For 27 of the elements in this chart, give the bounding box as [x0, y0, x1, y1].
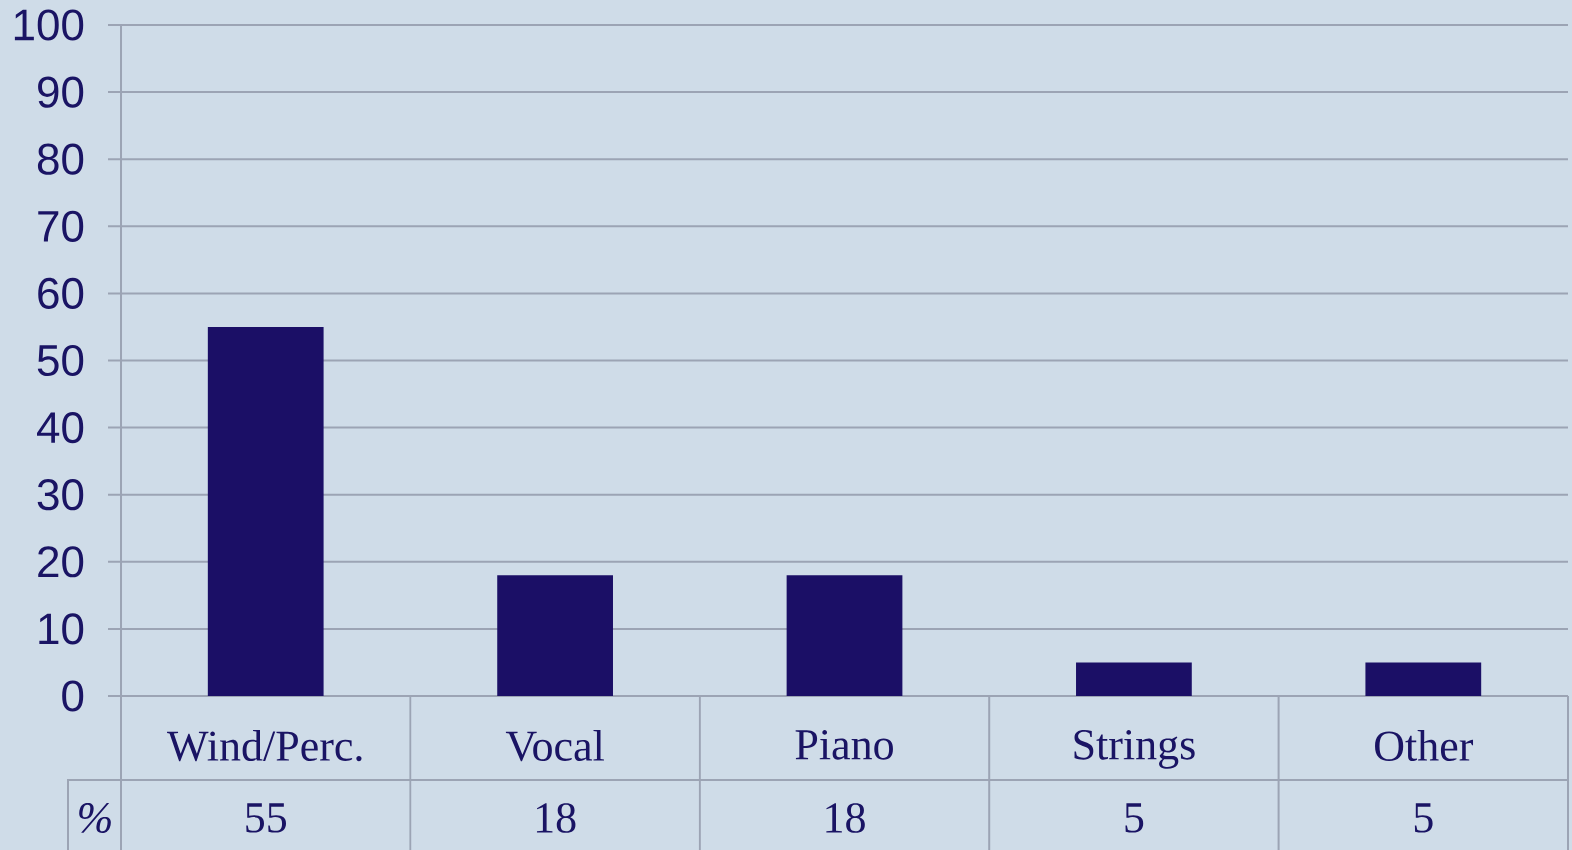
bar — [786, 575, 903, 696]
y-tick-label: 60 — [38, 277, 84, 309]
y-tick-label: 80 — [37, 143, 84, 175]
bar — [207, 326, 324, 696]
x-tick-label: Piano — [795, 730, 893, 760]
x-tick-label: Vocal — [505, 730, 604, 762]
y-tick-label: 40 — [37, 412, 84, 444]
data-label: 18 — [826, 803, 865, 833]
x-tick-label: Strings — [1074, 730, 1195, 769]
bar — [1365, 662, 1482, 696]
y-tick-label: 0 — [62, 680, 84, 712]
data-label: 18 — [536, 803, 576, 833]
y-tick-label: 50 — [37, 344, 84, 377]
y-tick-label: 100 — [14, 9, 84, 41]
y-tick-label: 20 — [38, 546, 84, 578]
x-tick-label: Other — [1375, 730, 1474, 762]
data-label: 5 — [1125, 803, 1144, 833]
x-tick-label: Wind/Perc. — [167, 730, 362, 762]
y-tick-label: 90 — [38, 76, 84, 108]
y-tick-label: 30 — [37, 479, 84, 511]
bar — [497, 575, 613, 696]
y-tick-label: 70 — [38, 210, 84, 242]
data-label: 5 — [1414, 803, 1433, 833]
data-label: 55 — [246, 803, 287, 833]
bar — [1076, 662, 1192, 696]
text: % — [79, 803, 111, 833]
y-tick-label: 10 — [39, 613, 84, 645]
